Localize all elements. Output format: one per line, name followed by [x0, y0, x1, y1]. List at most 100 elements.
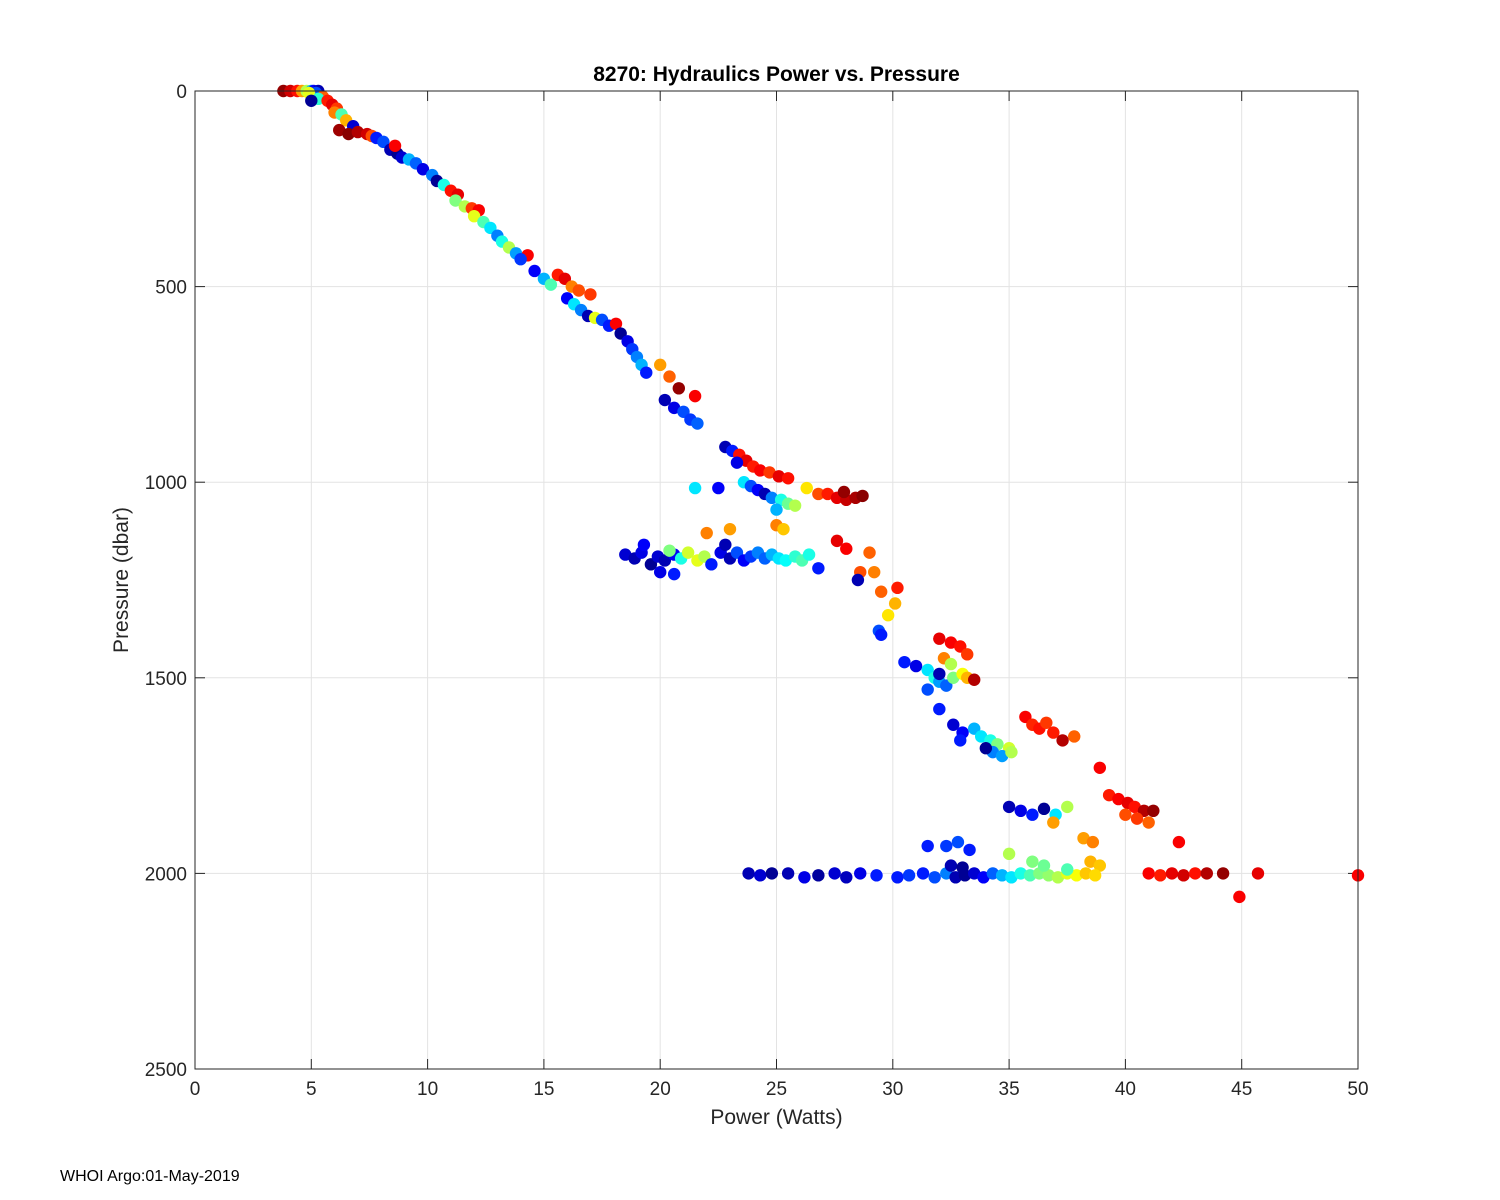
data-point	[654, 565, 667, 579]
data-point	[947, 671, 960, 684]
x-tick-label: 50	[1347, 1079, 1368, 1100]
data-point	[730, 456, 744, 469]
data-point	[772, 470, 786, 483]
data-point	[800, 481, 813, 495]
data-point	[781, 867, 795, 880]
data-point	[754, 464, 767, 477]
y-tick-label: 500	[155, 278, 187, 299]
plot-frame	[194, 90, 1359, 1070]
data-point	[1047, 726, 1060, 739]
data-point	[986, 867, 1000, 880]
data-point	[995, 749, 1009, 763]
data-point	[1005, 745, 1018, 759]
data-point	[944, 657, 958, 671]
data-point	[342, 127, 355, 141]
data-point	[1026, 855, 1039, 868]
data-point	[867, 565, 881, 579]
data-point	[1172, 835, 1186, 849]
data-point	[949, 871, 962, 884]
data-point	[830, 534, 844, 548]
data-point	[798, 871, 811, 884]
data-point	[837, 485, 851, 499]
data-point	[1068, 730, 1081, 743]
data-point	[1026, 808, 1039, 821]
data-point	[1014, 867, 1027, 880]
data-point	[763, 466, 776, 479]
data-point	[947, 718, 960, 731]
data-point	[416, 163, 430, 176]
footer-note: WHOI Argo:01-May-2019	[60, 1168, 240, 1185]
data-point	[528, 264, 541, 278]
data-point	[1128, 800, 1141, 814]
data-point	[891, 581, 904, 595]
data-point	[765, 491, 779, 505]
data-point	[802, 548, 816, 561]
data-point	[944, 859, 958, 872]
data-point	[333, 123, 346, 137]
data-point	[688, 481, 702, 495]
data-point	[1037, 802, 1051, 816]
x-tick-label: 45	[1231, 1079, 1252, 1100]
data-point	[870, 869, 883, 882]
data-point	[1002, 847, 1016, 861]
y-tick-label: 1500	[145, 669, 187, 690]
data-point	[979, 742, 993, 755]
data-point	[1154, 869, 1167, 882]
data-point	[514, 253, 527, 266]
data-point	[658, 554, 672, 567]
data-point	[933, 702, 946, 716]
data-point	[891, 871, 904, 884]
data-point	[467, 209, 481, 223]
data-point	[663, 370, 676, 383]
data-point	[1130, 812, 1144, 825]
data-point	[1147, 804, 1160, 818]
data-point	[609, 317, 623, 330]
x-tick-label: 35	[999, 1079, 1020, 1100]
data-point	[681, 546, 695, 559]
y-axis-label: Pressure (dbar)	[110, 507, 133, 653]
data-point	[963, 843, 976, 857]
data-point	[812, 869, 825, 882]
data-point	[1040, 716, 1053, 729]
data-point	[663, 544, 676, 557]
data-point	[1047, 816, 1060, 829]
data-point	[777, 522, 790, 536]
data-point	[1177, 869, 1190, 882]
data-point	[712, 481, 725, 495]
data-point	[1119, 808, 1132, 821]
data-point	[874, 628, 888, 641]
x-tick-label: 5	[306, 1079, 317, 1100]
data-point	[968, 867, 981, 880]
y-tick-label: 1000	[145, 473, 187, 494]
chart-title: 8270: Hydraulics Power vs. Pressure	[593, 63, 960, 86]
data-point	[851, 573, 865, 587]
data-point	[1042, 869, 1055, 882]
data-point	[954, 734, 967, 747]
data-point	[1086, 835, 1100, 849]
data-point	[765, 867, 779, 880]
data-point	[821, 487, 834, 501]
data-point	[1079, 867, 1093, 880]
data-point	[1002, 800, 1016, 814]
axis-ticks	[194, 90, 1359, 1070]
data-point	[781, 472, 795, 485]
data-point	[933, 632, 946, 645]
data-point	[812, 562, 825, 575]
data-point	[902, 869, 916, 882]
x-axis-label: Power (Watts)	[710, 1106, 842, 1129]
data-point	[779, 554, 793, 567]
data-point	[1112, 792, 1125, 806]
data-point	[1233, 890, 1246, 904]
x-tick-label: 15	[533, 1079, 554, 1100]
data-point	[854, 867, 867, 880]
data-point	[667, 567, 681, 581]
data-point	[1014, 804, 1027, 818]
data-point	[940, 839, 953, 853]
data-point	[828, 867, 841, 880]
data-point	[856, 489, 869, 503]
x-tick-label: 40	[1115, 1079, 1136, 1100]
data-points	[277, 84, 1365, 904]
data-point	[956, 861, 969, 874]
